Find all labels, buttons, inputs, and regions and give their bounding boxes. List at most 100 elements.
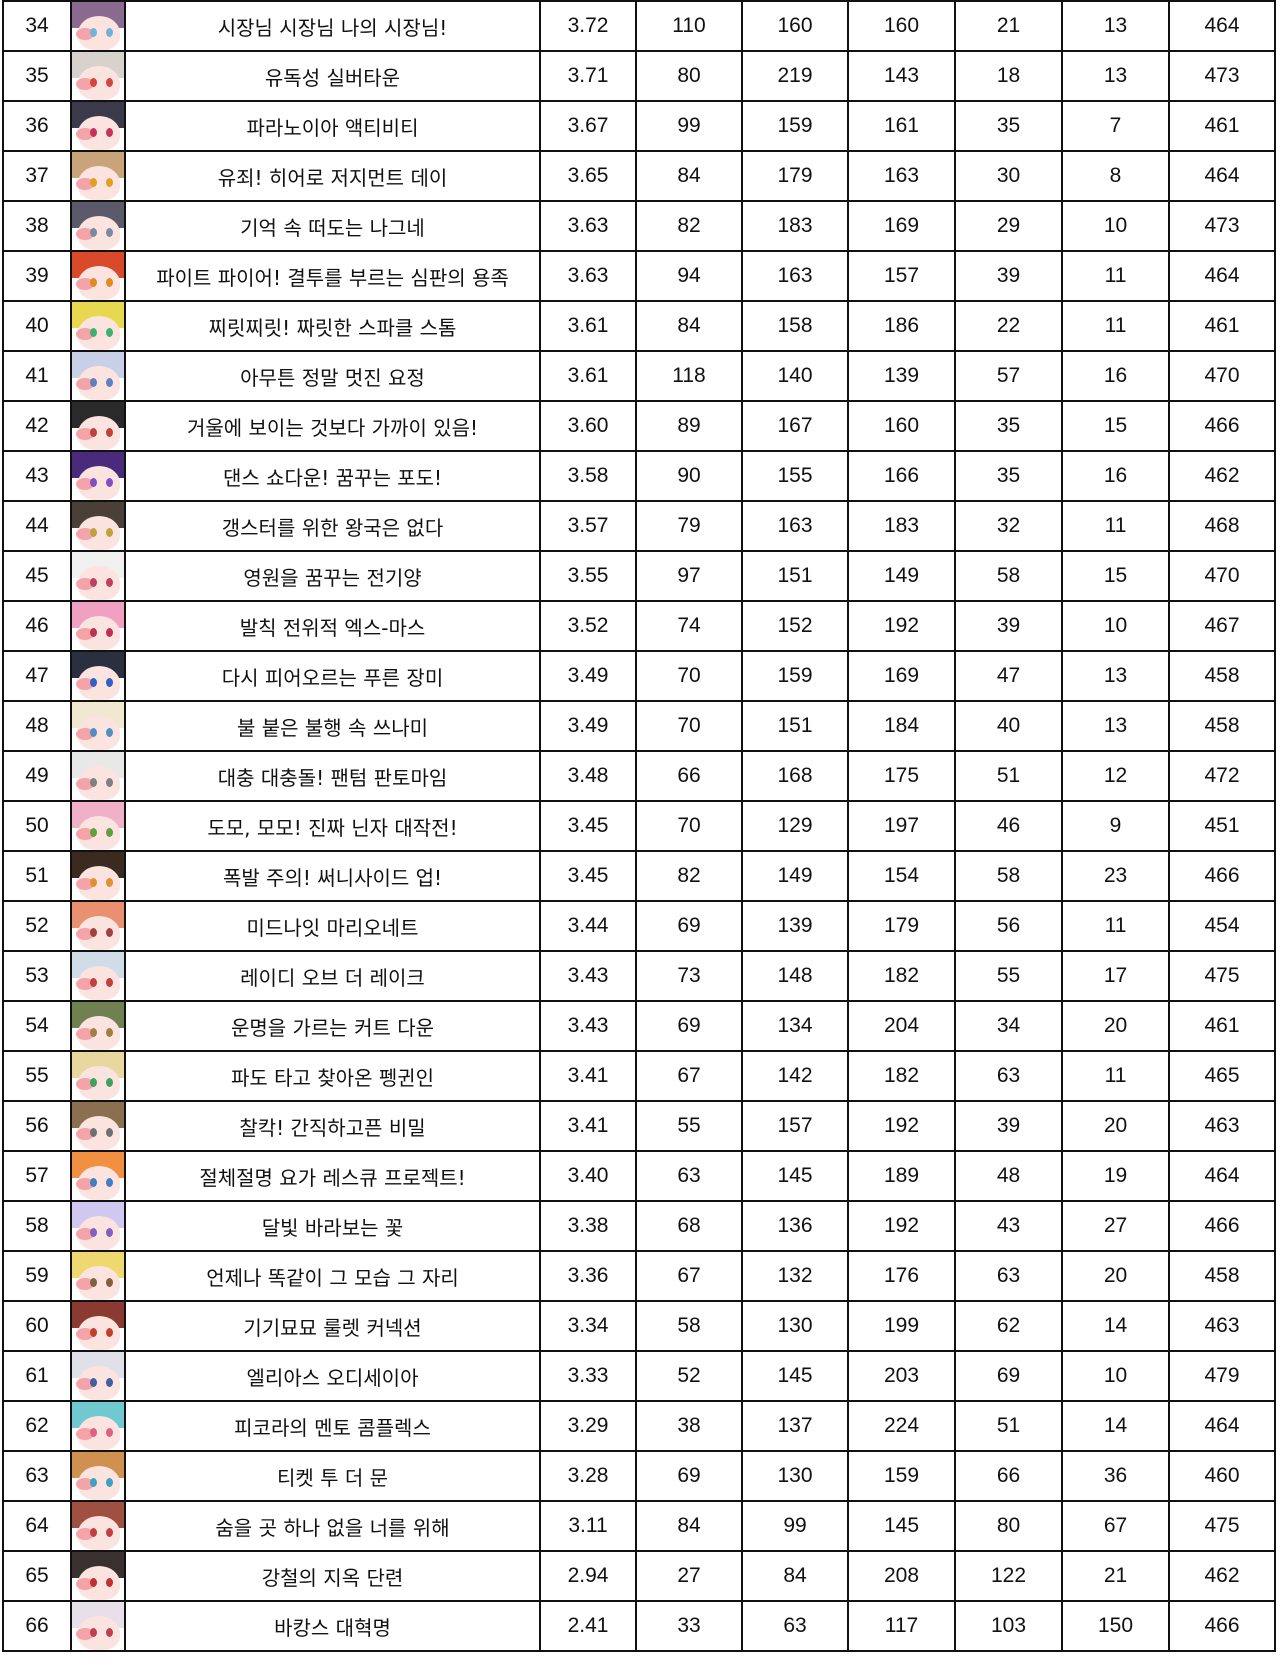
- table-row: 53 레이디 오브 더 레이크 3.43 73 148 182 55 17 47…: [2, 950, 1276, 1002]
- character-avatar: [73, 1303, 123, 1349]
- score-cell: 3.57: [539, 500, 637, 552]
- table-row: 47 다시 피어오르는 푸른 장미 3.49 70 159 169 47 13 …: [2, 650, 1276, 702]
- stat-cell-1: 67: [635, 1250, 743, 1302]
- avatar-cell: [70, 1000, 126, 1052]
- stat-cell-2: 130: [741, 1300, 849, 1352]
- avatar-eye: [90, 828, 97, 837]
- stat-cell-5: 15: [1061, 550, 1170, 602]
- rank-cell: 58: [2, 1200, 72, 1252]
- avatar-eye: [90, 528, 97, 537]
- stat-cell-5: 10: [1061, 600, 1170, 652]
- stat-cell-1: 90: [635, 450, 743, 502]
- stat-cell-5: 14: [1061, 1400, 1170, 1452]
- stat-cell-2: 63: [741, 1600, 849, 1652]
- title-cell: 대충 대충돌! 팬텀 판토마임: [124, 750, 541, 802]
- stat-cell-5: 19: [1061, 1150, 1170, 1202]
- avatar-cheek: [76, 728, 94, 740]
- avatar-cell: [70, 200, 126, 252]
- title-cell: 파이트 파이어! 결투를 부르는 심판의 용족: [124, 250, 541, 302]
- total-cell: 458: [1168, 650, 1276, 702]
- stat-cell-5: 16: [1061, 450, 1170, 502]
- stat-cell-5: 8: [1061, 150, 1170, 202]
- avatar-eye: [106, 678, 113, 687]
- avatar-eye: [90, 1578, 97, 1587]
- title-cell: 불 붙은 불행 속 쓰나미: [124, 700, 541, 752]
- table-row: 35 유독성 실버타운 3.71 80 219 143 18 13 473: [2, 50, 1276, 102]
- avatar-eye: [90, 678, 97, 687]
- rank-cell: 47: [2, 650, 72, 702]
- stat-cell-5: 17: [1061, 950, 1170, 1002]
- stat-cell-1: 68: [635, 1200, 743, 1252]
- title-cell: 바캉스 대혁명: [124, 1600, 541, 1652]
- avatar-cheek: [76, 1078, 94, 1090]
- score-cell: 3.61: [539, 350, 637, 402]
- avatar-eye: [90, 328, 97, 337]
- character-avatar: [73, 53, 123, 99]
- title-cell: 폭발 주의! 써니사이드 업!: [124, 850, 541, 902]
- stat-cell-5: 20: [1061, 1100, 1170, 1152]
- rank-cell: 38: [2, 200, 72, 252]
- character-avatar: [73, 503, 123, 549]
- stat-cell-1: 27: [635, 1550, 743, 1602]
- table-row: 36 파라노이아 액티비티 3.67 99 159 161 35 7 461: [2, 100, 1276, 152]
- avatar-cell: [70, 500, 126, 552]
- stat-cell-4: 18: [954, 50, 1063, 102]
- stat-cell-3: 182: [847, 1050, 956, 1102]
- title-cell: 엘리아스 오디세이아: [124, 1350, 541, 1402]
- table-row: 54 운명을 가르는 커트 다운 3.43 69 134 204 34 20 4…: [2, 1000, 1276, 1052]
- rank-cell: 36: [2, 100, 72, 152]
- stat-cell-5: 11: [1061, 300, 1170, 352]
- stat-cell-4: 63: [954, 1050, 1063, 1102]
- avatar-cheek: [76, 628, 94, 640]
- stat-cell-3: 143: [847, 50, 956, 102]
- stat-cell-2: 179: [741, 150, 849, 202]
- avatar-eye: [90, 1178, 97, 1187]
- avatar-eye: [106, 28, 113, 37]
- score-cell: 3.34: [539, 1300, 637, 1352]
- avatar-cell: [70, 1350, 126, 1402]
- avatar-eye: [106, 1128, 113, 1137]
- rank-cell: 46: [2, 600, 72, 652]
- stat-cell-2: 130: [741, 1450, 849, 1502]
- score-cell: 3.65: [539, 150, 637, 202]
- total-cell: 461: [1168, 100, 1276, 152]
- stat-cell-4: 66: [954, 1450, 1063, 1502]
- table-row: 57 절체절명 요가 레스큐 프로젝트! 3.40 63 145 189 48 …: [2, 1150, 1276, 1202]
- stat-cell-4: 40: [954, 700, 1063, 752]
- stat-cell-4: 30: [954, 150, 1063, 202]
- table-row: 51 폭발 주의! 써니사이드 업! 3.45 82 149 154 58 23…: [2, 850, 1276, 902]
- avatar-eye: [90, 1328, 97, 1337]
- avatar-cell: [70, 1500, 126, 1552]
- avatar-cell: [70, 1050, 126, 1102]
- avatar-eye: [90, 1028, 97, 1037]
- avatar-eye: [90, 1628, 97, 1637]
- avatar-eye: [106, 1628, 113, 1637]
- title-cell: 파도 타고 찾아온 펭귄인: [124, 1050, 541, 1102]
- stat-cell-3: 139: [847, 350, 956, 402]
- score-cell: 3.63: [539, 200, 637, 252]
- stat-cell-2: 145: [741, 1350, 849, 1402]
- stat-cell-2: 142: [741, 1050, 849, 1102]
- avatar-cell: [70, 600, 126, 652]
- stat-cell-3: 117: [847, 1600, 956, 1652]
- stat-cell-2: 157: [741, 1100, 849, 1152]
- stat-cell-2: 159: [741, 100, 849, 152]
- stat-cell-4: 35: [954, 400, 1063, 452]
- avatar-cheek: [76, 328, 94, 340]
- avatar-cheek: [76, 1178, 94, 1190]
- stat-cell-3: 199: [847, 1300, 956, 1352]
- total-cell: 472: [1168, 750, 1276, 802]
- avatar-cell: [70, 400, 126, 452]
- stat-cell-3: 183: [847, 500, 956, 552]
- stat-cell-2: 145: [741, 1150, 849, 1202]
- table-row: 50 도모, 모모! 진짜 닌자 대작전! 3.45 70 129 197 46…: [2, 800, 1276, 852]
- avatar-cheek: [76, 1278, 94, 1290]
- score-cell: 3.49: [539, 700, 637, 752]
- avatar-cell: [70, 0, 126, 52]
- table-row: 39 파이트 파이어! 결투를 부르는 심판의 용족 3.63 94 163 1…: [2, 250, 1276, 302]
- rank-cell: 54: [2, 1000, 72, 1052]
- stat-cell-4: 39: [954, 1100, 1063, 1152]
- stat-cell-1: 84: [635, 150, 743, 202]
- stat-cell-4: 35: [954, 100, 1063, 152]
- avatar-eye: [106, 78, 113, 87]
